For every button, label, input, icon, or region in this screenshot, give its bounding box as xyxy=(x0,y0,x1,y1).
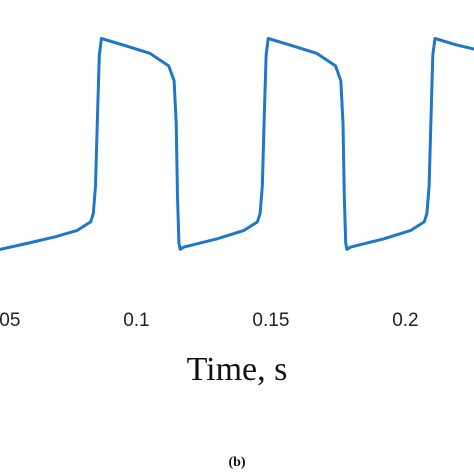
x-axis-label: Time, s xyxy=(187,351,288,388)
x-tick-label: 0.15 xyxy=(252,310,289,331)
x-tick-label: 0.1 xyxy=(123,310,149,331)
x-tick-label: 0.2 xyxy=(392,310,418,331)
figure-caption: (b) xyxy=(228,455,245,470)
plot-area xyxy=(0,37,474,251)
x-tick-labels: 0.05 0.1 0.15 0.2 xyxy=(0,310,419,331)
x-tick-label: 0.05 xyxy=(0,310,20,331)
series-line xyxy=(0,37,474,251)
